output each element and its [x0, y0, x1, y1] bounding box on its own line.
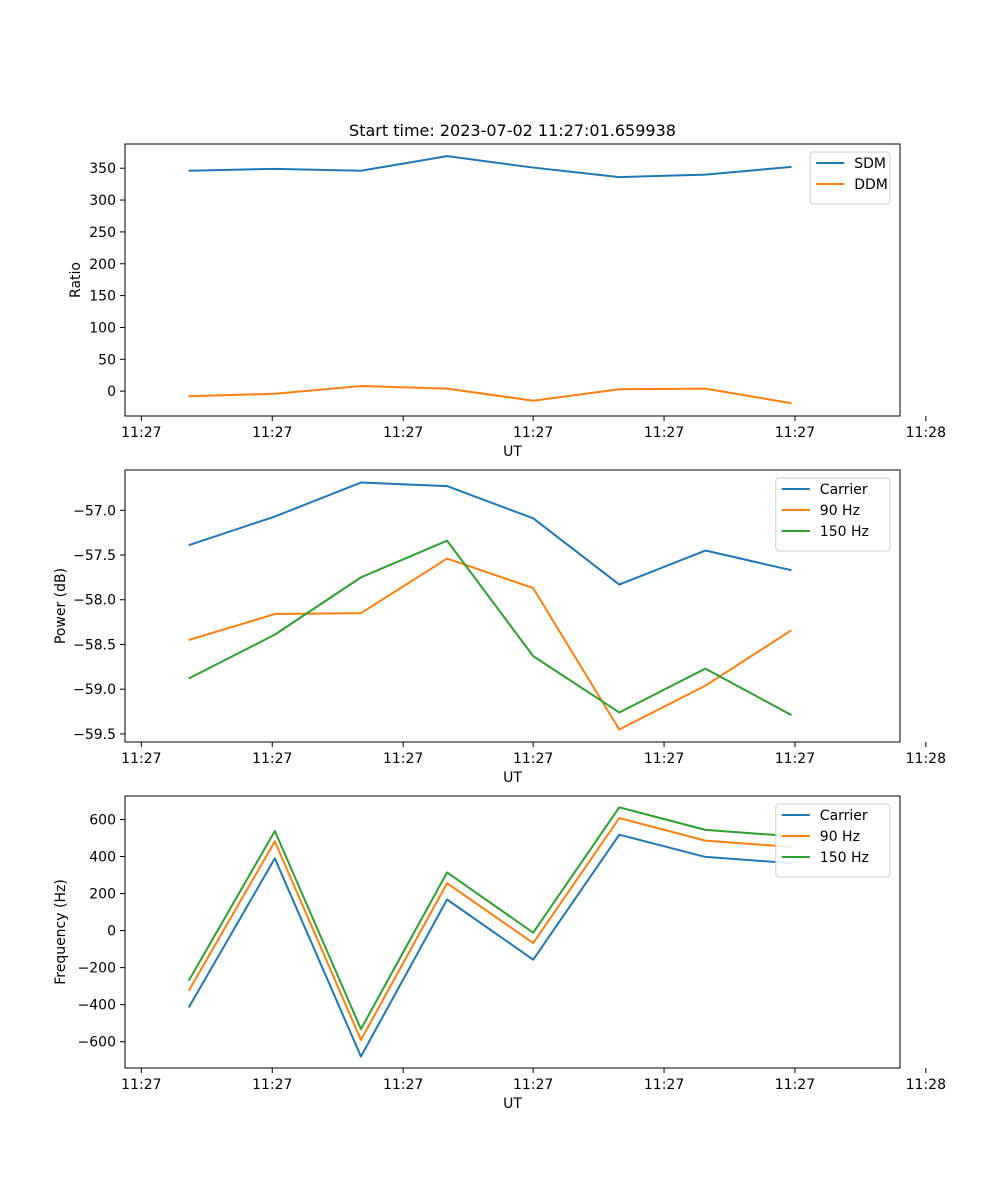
plot-frame	[124, 143, 901, 417]
legend: SDM DDM	[809, 151, 891, 205]
y-tick-label: −59.0	[73, 682, 116, 698]
x-tick-label: 11:27	[121, 751, 161, 767]
series-line-carrier	[187, 833, 792, 1058]
y-tick-label: 350	[89, 161, 116, 177]
y-axis-label: Ratio	[68, 262, 84, 298]
y-tick-label: 200	[89, 887, 116, 903]
y-tick-label: −57.0	[73, 503, 116, 519]
x-tick-label: 11:28	[906, 751, 946, 767]
y-tick-label: −57.5	[73, 548, 116, 564]
legend-entry: 90 Hz	[820, 503, 860, 519]
x-tick-label: 11:28	[906, 1077, 946, 1093]
legend-entry: DDM	[854, 177, 888, 193]
x-tick-label: 11:27	[121, 425, 161, 441]
x-tick-label: 11:27	[644, 751, 684, 767]
x-tick-label: 11:27	[644, 1077, 684, 1093]
y-axis-label: Frequency (Hz)	[53, 879, 69, 985]
legend-entry: 150 Hz	[820, 850, 869, 866]
y-tick-label: −58.0	[73, 593, 116, 609]
y-tick-label: 300	[89, 193, 116, 209]
legend-entry: SDM	[854, 156, 886, 172]
y-tick-label: −58.5	[73, 637, 116, 653]
y-tick-label: 250	[89, 225, 116, 241]
y-tick-label: −200	[78, 961, 116, 977]
legend-entry: 90 Hz	[820, 829, 860, 845]
series-line-90-hz	[187, 817, 792, 1041]
legend-entry: Carrier	[820, 482, 868, 498]
x-tick-label: 11:27	[383, 751, 423, 767]
series-line-sdm	[188, 155, 792, 179]
x-tick-label: 11:28	[906, 425, 946, 441]
y-tick-label: 100	[89, 320, 116, 336]
legend-box	[775, 477, 891, 552]
y-tick-label: 600	[89, 813, 116, 829]
x-tick-label: 11:27	[513, 751, 553, 767]
chart-panel-3: −600 −400 −200 0 200 400 600 11:27 11:27 11:27 11:…	[53, 795, 946, 1112]
legend-box	[775, 803, 891, 878]
y-tick-label: −59.5	[73, 727, 116, 743]
plot-frame	[124, 795, 901, 1069]
series-line-carrier	[188, 481, 792, 586]
y-tick-label: 150	[89, 289, 116, 305]
series-line-150-hz	[188, 539, 792, 717]
legend: Carrier 90 Hz 150 Hz	[775, 803, 891, 878]
chart-panel-1: 0 50 100 150 200 250 300 350 11:27 11:27 11:27 11:2…	[68, 121, 946, 460]
y-tick-label: 400	[89, 850, 116, 866]
x-tick-label: 11:27	[513, 1077, 553, 1093]
legend-box	[809, 151, 891, 205]
y-tick-label: 200	[89, 257, 116, 273]
x-tick-label: 11:27	[775, 751, 815, 767]
plot-frame	[124, 469, 901, 743]
series-line-90-hz	[188, 557, 793, 731]
x-tick-label: 11:27	[252, 1077, 292, 1093]
y-tick-label: 0	[107, 924, 116, 940]
chart-panel-2: −59.5 −59.0 −58.5 −58.0 −57.5 −57.0 11:27 11:27…	[53, 469, 946, 786]
x-axis-label: UT	[503, 770, 522, 786]
x-tick-label: 11:27	[252, 425, 292, 441]
y-tick-label: −400	[78, 998, 116, 1014]
x-axis-label: UT	[503, 1096, 522, 1112]
legend: Carrier 90 Hz 150 Hz	[775, 477, 891, 552]
x-tick-label: 11:27	[121, 1077, 161, 1093]
panels: 0 50 100 150 200 250 300 350 11:27 11:27 11:27 11:2…	[53, 121, 946, 1112]
x-tick-label: 11:27	[775, 1077, 815, 1093]
y-tick-label: 50	[98, 352, 116, 368]
series-line-150-hz	[187, 806, 792, 1031]
x-tick-label: 11:27	[383, 425, 423, 441]
chart-title: Start time: 2023-07-02 11:27:01.659938	[349, 121, 676, 140]
y-tick-label: 0	[107, 384, 116, 400]
y-axis-label: Power (dB)	[53, 568, 69, 644]
x-axis-label: UT	[503, 444, 522, 460]
x-tick-label: 11:27	[644, 425, 684, 441]
legend-entry: Carrier	[820, 808, 868, 824]
x-tick-label: 11:27	[383, 1077, 423, 1093]
x-tick-label: 11:27	[252, 751, 292, 767]
series-line-ddm	[188, 385, 792, 405]
x-tick-label: 11:27	[775, 425, 815, 441]
y-tick-label: −600	[78, 1035, 116, 1051]
x-tick-label: 11:27	[513, 425, 553, 441]
legend-entry: 150 Hz	[820, 524, 869, 540]
